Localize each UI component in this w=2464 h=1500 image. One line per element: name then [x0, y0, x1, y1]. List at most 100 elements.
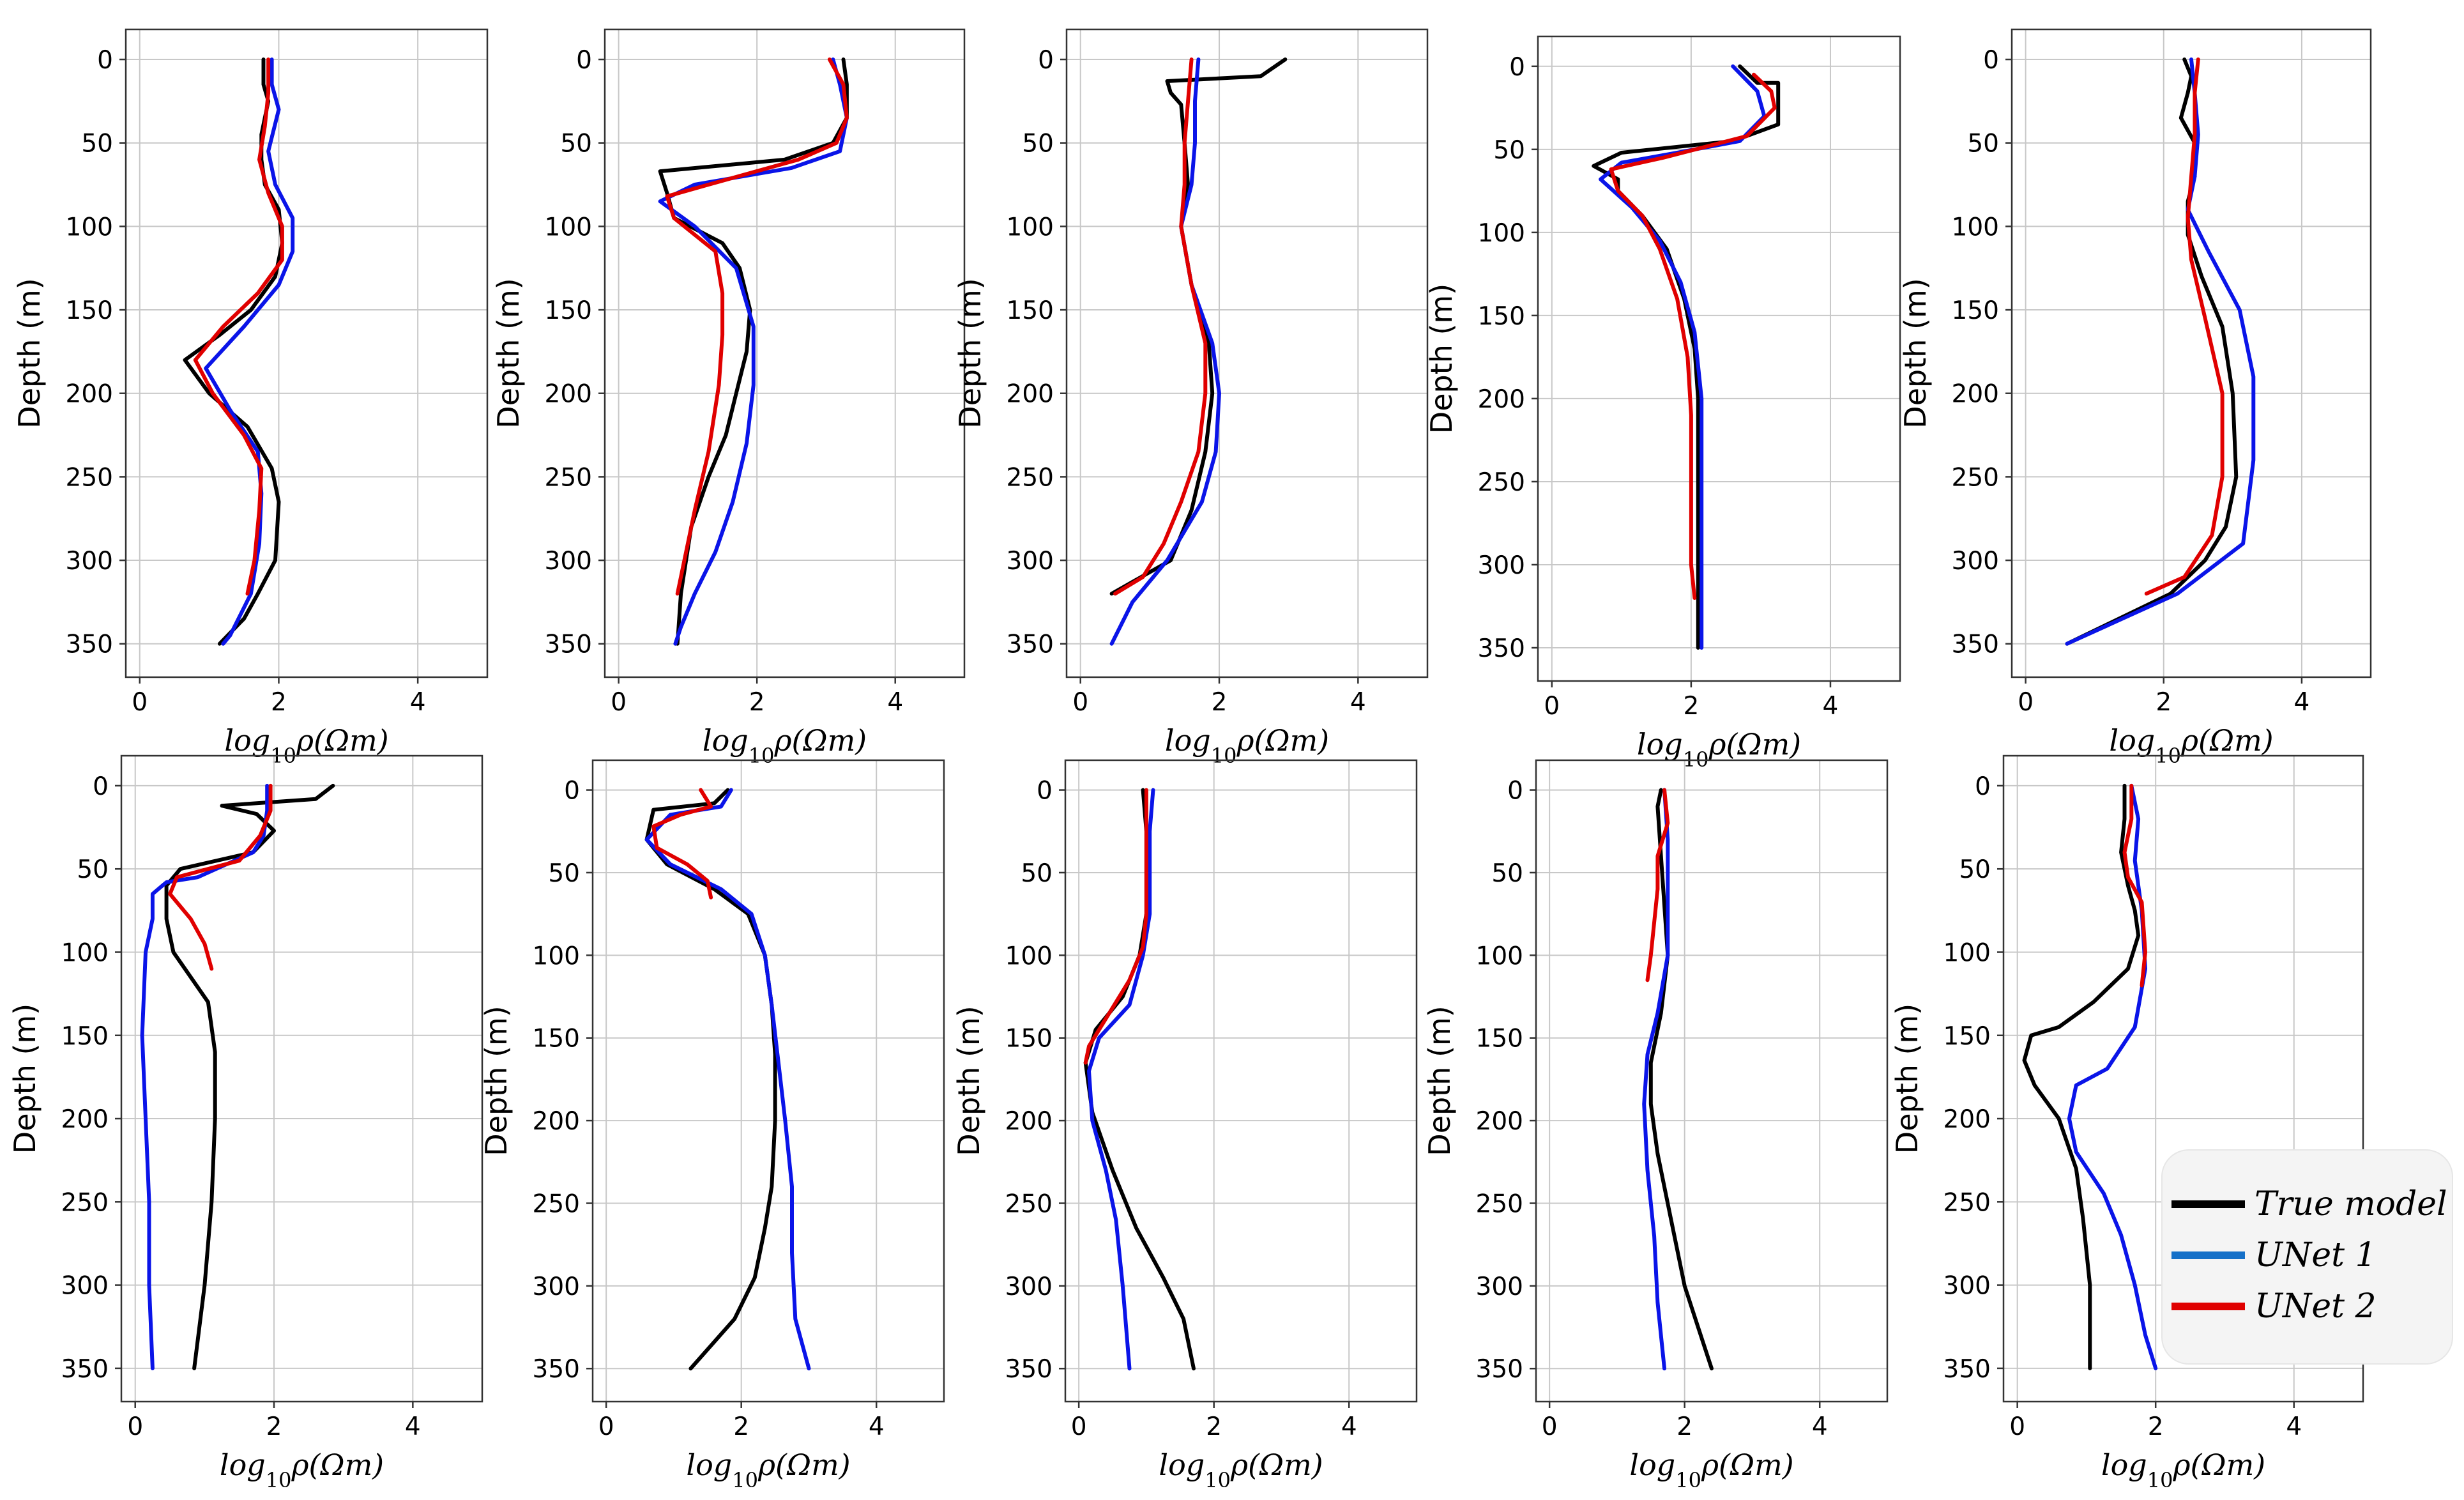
- x-tick-label: 0: [1542, 1412, 1558, 1441]
- y-tick-label: 50: [81, 130, 113, 158]
- series-line-unet1: [2067, 783, 2158, 1370]
- series-line-unet2: [193, 57, 284, 596]
- y-tick-label: 300: [545, 547, 592, 576]
- x-tick-label: 4: [2294, 688, 2310, 717]
- series-line-unet2: [2122, 783, 2147, 988]
- x-tick-label: 4: [1812, 1412, 1828, 1441]
- panel-3: 0 50 100 150 200 250 300 350 0 2 4 Depth (m) log10ρ(…: [953, 28, 1429, 768]
- axes-frame: [604, 28, 966, 678]
- panel-1: 0 50 100 150 200 250 300 350 0 2 4 Depth (m) log10ρ(…: [12, 28, 489, 768]
- x-axis-label: log10ρ(Ωm): [1165, 723, 1329, 768]
- x-tick-label: 0: [132, 688, 148, 717]
- x-tick-label: 0: [127, 1412, 143, 1441]
- x-axis-label: log10ρ(Ωm): [1159, 1448, 1323, 1492]
- panel-7: 0 50 100 150 200 250 300 350 0 2 4 Depth (m) log10ρ(…: [479, 759, 945, 1492]
- y-tick-label: 150: [1943, 1022, 1991, 1051]
- series-line-unet1: [204, 57, 295, 646]
- x-tick-label: 2: [749, 688, 765, 717]
- y-tick-label: 0: [1975, 772, 1991, 801]
- y-tick-label: 350: [61, 1355, 109, 1384]
- y-tick-label: 300: [533, 1273, 580, 1301]
- y-tick-label: 350: [545, 631, 592, 659]
- axes-frame: [1065, 28, 1429, 678]
- y-tick-label: 200: [545, 380, 592, 409]
- x-tick-label: 4: [887, 688, 903, 717]
- y-tick-label: 150: [1478, 302, 1525, 331]
- y-tick-label: 100: [533, 942, 580, 970]
- y-tick-label: 50: [1967, 130, 1999, 158]
- y-tick-label: 50: [560, 130, 592, 158]
- panel-2: 0 50 100 150 200 250 300 350 0 2 4 Depth (m) log10ρ(…: [491, 28, 966, 768]
- x-tick-label: 0: [611, 688, 627, 717]
- panel-10: 0 50 100 150 200 250 300 350 0 2 4 Depth (m) log10ρ(…: [1890, 754, 2364, 1492]
- y-tick-label: 100: [1952, 213, 1999, 241]
- y-tick-label: 350: [533, 1355, 580, 1384]
- series-line-true-model: [164, 783, 335, 1370]
- x-tick-label: 4: [405, 1412, 421, 1441]
- series-line-true-model: [1648, 788, 1714, 1371]
- y-tick-label: 250: [533, 1190, 580, 1218]
- axes-frame: [1064, 759, 1418, 1403]
- y-tick-label: 0: [93, 772, 109, 801]
- axes-frame: [1535, 759, 1889, 1403]
- axes-frame: [125, 28, 489, 678]
- y-tick-label: 300: [1007, 547, 1054, 576]
- x-axis-label: log10ρ(Ωm): [703, 723, 867, 768]
- y-axis-label: Depth (m): [1898, 278, 1933, 428]
- y-tick-label: 0: [1037, 777, 1053, 806]
- x-axis-label: log10ρ(Ωm): [1637, 727, 1801, 772]
- y-tick-label: 300: [1005, 1273, 1053, 1301]
- x-tick-label: 2: [1212, 688, 1228, 717]
- series-line-unet2: [1083, 788, 1148, 1065]
- panel-9: 0 50 100 150 200 250 300 350 0 2 4 Depth (m) log10ρ(…: [1422, 759, 1889, 1492]
- panel-4: 0 50 100 150 200 250 300 350 0 2 4 Depth (m) log10ρ(…: [1424, 35, 1901, 772]
- series-line-true-model: [2022, 783, 2141, 1370]
- y-tick-label: 50: [548, 859, 580, 888]
- y-tick-label: 350: [1476, 1355, 1523, 1384]
- y-tick-label: 350: [1952, 631, 1999, 659]
- y-tick-label: 50: [1493, 136, 1525, 165]
- y-tick-label: 100: [545, 213, 592, 241]
- axes-frame: [2011, 28, 2372, 678]
- y-tick-label: 200: [66, 380, 113, 409]
- x-tick-label: 4: [1823, 692, 1839, 721]
- series-line-unet2: [651, 788, 713, 899]
- y-tick-label: 0: [1509, 53, 1525, 82]
- y-tick-label: 100: [66, 213, 113, 241]
- y-tick-label: 150: [1007, 296, 1054, 325]
- y-tick-label: 200: [1943, 1105, 1991, 1134]
- x-tick-label: 4: [869, 1412, 885, 1441]
- x-tick-label: 4: [1350, 688, 1366, 717]
- series-line-unet1: [644, 788, 811, 1371]
- x-tick-label: 0: [1071, 1412, 1087, 1441]
- x-axis-label: log10ρ(Ωm): [224, 723, 388, 768]
- x-tick-label: 4: [2286, 1412, 2302, 1441]
- y-tick-label: 50: [1491, 859, 1523, 888]
- axes-frame: [591, 759, 945, 1403]
- y-axis-label: Depth (m): [953, 278, 987, 428]
- y-tick-label: 50: [1959, 855, 1991, 884]
- series-line-true-model: [2065, 57, 2239, 646]
- series-line-unet1: [658, 57, 849, 646]
- panel-5: 0 50 100 150 200 250 300 350 0 2 4 Depth (m) log10ρ(…: [1898, 28, 2372, 768]
- y-axis-label: Depth (m): [1890, 1004, 1924, 1154]
- y-axis-label: Depth (m): [479, 1006, 513, 1156]
- y-tick-label: 100: [1007, 213, 1054, 241]
- y-tick-label: 250: [1005, 1190, 1053, 1218]
- x-tick-label: 0: [1544, 692, 1560, 721]
- x-tick-label: 4: [410, 688, 426, 717]
- legend-label-true-model: True model: [2255, 1185, 2447, 1223]
- y-tick-label: 0: [1983, 46, 1999, 75]
- y-axis-label: Depth (m): [491, 278, 526, 428]
- series-line-unet2: [1113, 57, 1208, 596]
- legend-label-unet1: UNet 1: [2255, 1236, 2377, 1274]
- y-tick-label: 0: [576, 46, 592, 75]
- y-tick-label: 50: [77, 855, 109, 884]
- y-tick-label: 250: [1952, 463, 1999, 492]
- y-tick-label: 250: [1007, 463, 1054, 492]
- series-line-unet1: [1642, 788, 1670, 1371]
- series-line-true-model: [658, 57, 849, 646]
- y-tick-label: 350: [1005, 1355, 1053, 1384]
- axes-frame: [1537, 35, 1901, 682]
- series-line-true-model: [1083, 788, 1196, 1371]
